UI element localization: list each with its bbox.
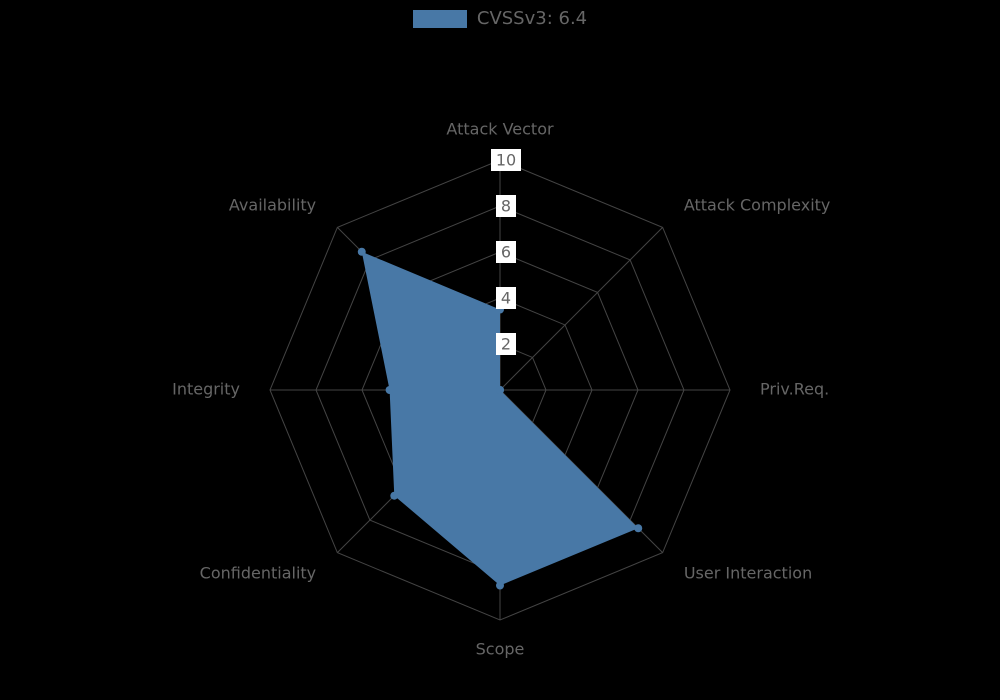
axis-label: Attack Vector bbox=[446, 120, 554, 139]
tick-label: 4 bbox=[501, 289, 511, 308]
legend: CVSSv3: 6.4 bbox=[0, 8, 1000, 32]
legend-swatch bbox=[413, 10, 467, 28]
tick-label: 8 bbox=[501, 197, 511, 216]
tick-label: 10 bbox=[496, 151, 516, 170]
radar-point bbox=[634, 524, 642, 532]
radar-point bbox=[390, 492, 398, 500]
radar-point bbox=[496, 386, 504, 394]
radar-point bbox=[358, 248, 366, 256]
radar-chart: Attack Vector Attack Complexity Priv.Req. U… bbox=[0, 0, 1000, 700]
axis-label: Priv.Req. bbox=[760, 380, 829, 399]
axis-label: Attack Complexity bbox=[684, 196, 831, 215]
axis-label: Availability bbox=[229, 196, 316, 215]
axis-label: Scope bbox=[476, 640, 525, 659]
legend-label: CVSSv3: 6.4 bbox=[477, 8, 587, 29]
axis-label: Confidentiality bbox=[200, 563, 316, 582]
axis-label: Integrity bbox=[172, 380, 240, 399]
axis-label: User Interaction bbox=[684, 563, 812, 582]
radar-chart-container: CVSSv3: 6.4 Attack Vector Attack Complexi… bbox=[0, 0, 1000, 700]
tick-label: 2 bbox=[501, 335, 511, 354]
radar-point bbox=[386, 386, 394, 394]
radar-point bbox=[496, 582, 504, 590]
tick-label: 6 bbox=[501, 243, 511, 262]
